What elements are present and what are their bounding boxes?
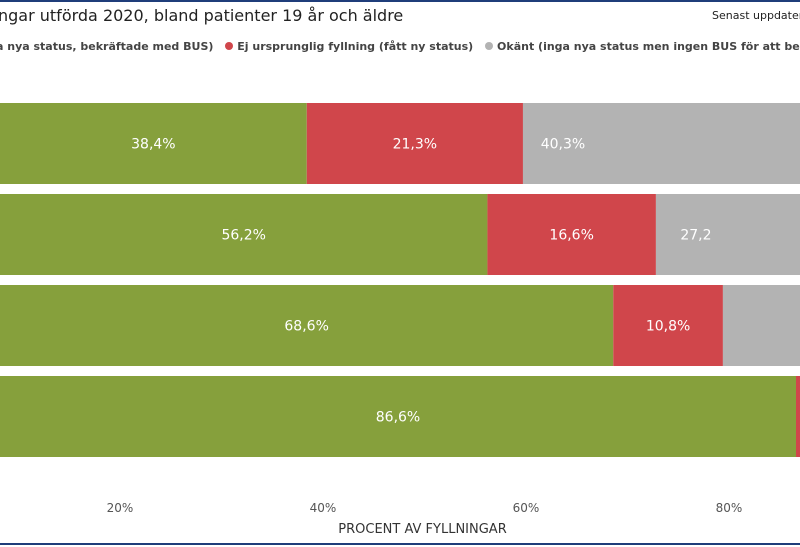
x-tick-label: 20% — [107, 501, 134, 515]
x-tick-label: 40% — [310, 501, 337, 515]
bar-segment[interactable] — [0, 103, 307, 184]
legend-label-not-original: Ej ursprunglig fyllning (fått ny status) — [237, 40, 474, 53]
bar-segment[interactable] — [613, 285, 723, 366]
top-frame-line — [0, 0, 800, 2]
chart-title: ngar utförda 2020, bland patienter 19 år… — [0, 6, 404, 25]
x-tick-label: 80% — [716, 501, 743, 515]
legend-item-confirmed[interactable]: a nya status, bekräftade med BUS) — [0, 40, 213, 53]
bar-value-label: 27,2 — [680, 228, 711, 244]
bar-value-label: 68,6% — [284, 319, 328, 335]
legend-dot-icon — [485, 42, 494, 50]
bar-value-label: 21,3% — [393, 137, 437, 153]
x-axis-label: PROCENT AV FYLLNINGAR — [338, 522, 507, 537]
bar-segment[interactable] — [0, 376, 796, 457]
last-updated-text: Senast uppdatera — [712, 9, 800, 22]
bar-segment[interactable] — [0, 194, 488, 275]
legend-item-not-original[interactable]: Ej ursprunglig fyllning (fått ny status) — [225, 40, 473, 53]
x-tick-label: 60% — [513, 501, 540, 515]
legend-item-unknown[interactable]: Okänt (inga nya status men ingen BUS för… — [485, 40, 800, 53]
bar-segment[interactable] — [487, 194, 656, 275]
bar-value-label: 16,6% — [549, 228, 593, 244]
legend-dot-icon — [225, 42, 234, 50]
legend-label-confirmed: a nya status, bekräftade med BUS) — [0, 40, 214, 53]
bar-segment[interactable] — [722, 285, 800, 366]
legend: a nya status, bekräftade med BUS) Ej urs… — [0, 40, 800, 56]
bar-value-label: 38,4% — [131, 137, 175, 153]
bottom-frame-line — [0, 543, 800, 545]
bar-value-label: 56,2% — [221, 228, 265, 244]
bar-segment[interactable] — [306, 103, 523, 184]
legend-label-unknown: Okänt (inga nya status men ingen BUS för… — [497, 40, 800, 53]
bar-value-label: 40,3% — [541, 137, 585, 153]
bar-segment[interactable] — [655, 194, 800, 275]
bar-value-label: 86,6% — [376, 410, 420, 426]
bar-segment[interactable] — [795, 376, 800, 457]
bar-segment[interactable] — [522, 103, 800, 184]
bar-segment[interactable] — [0, 285, 614, 366]
bar-value-label: 10,8% — [646, 319, 690, 335]
